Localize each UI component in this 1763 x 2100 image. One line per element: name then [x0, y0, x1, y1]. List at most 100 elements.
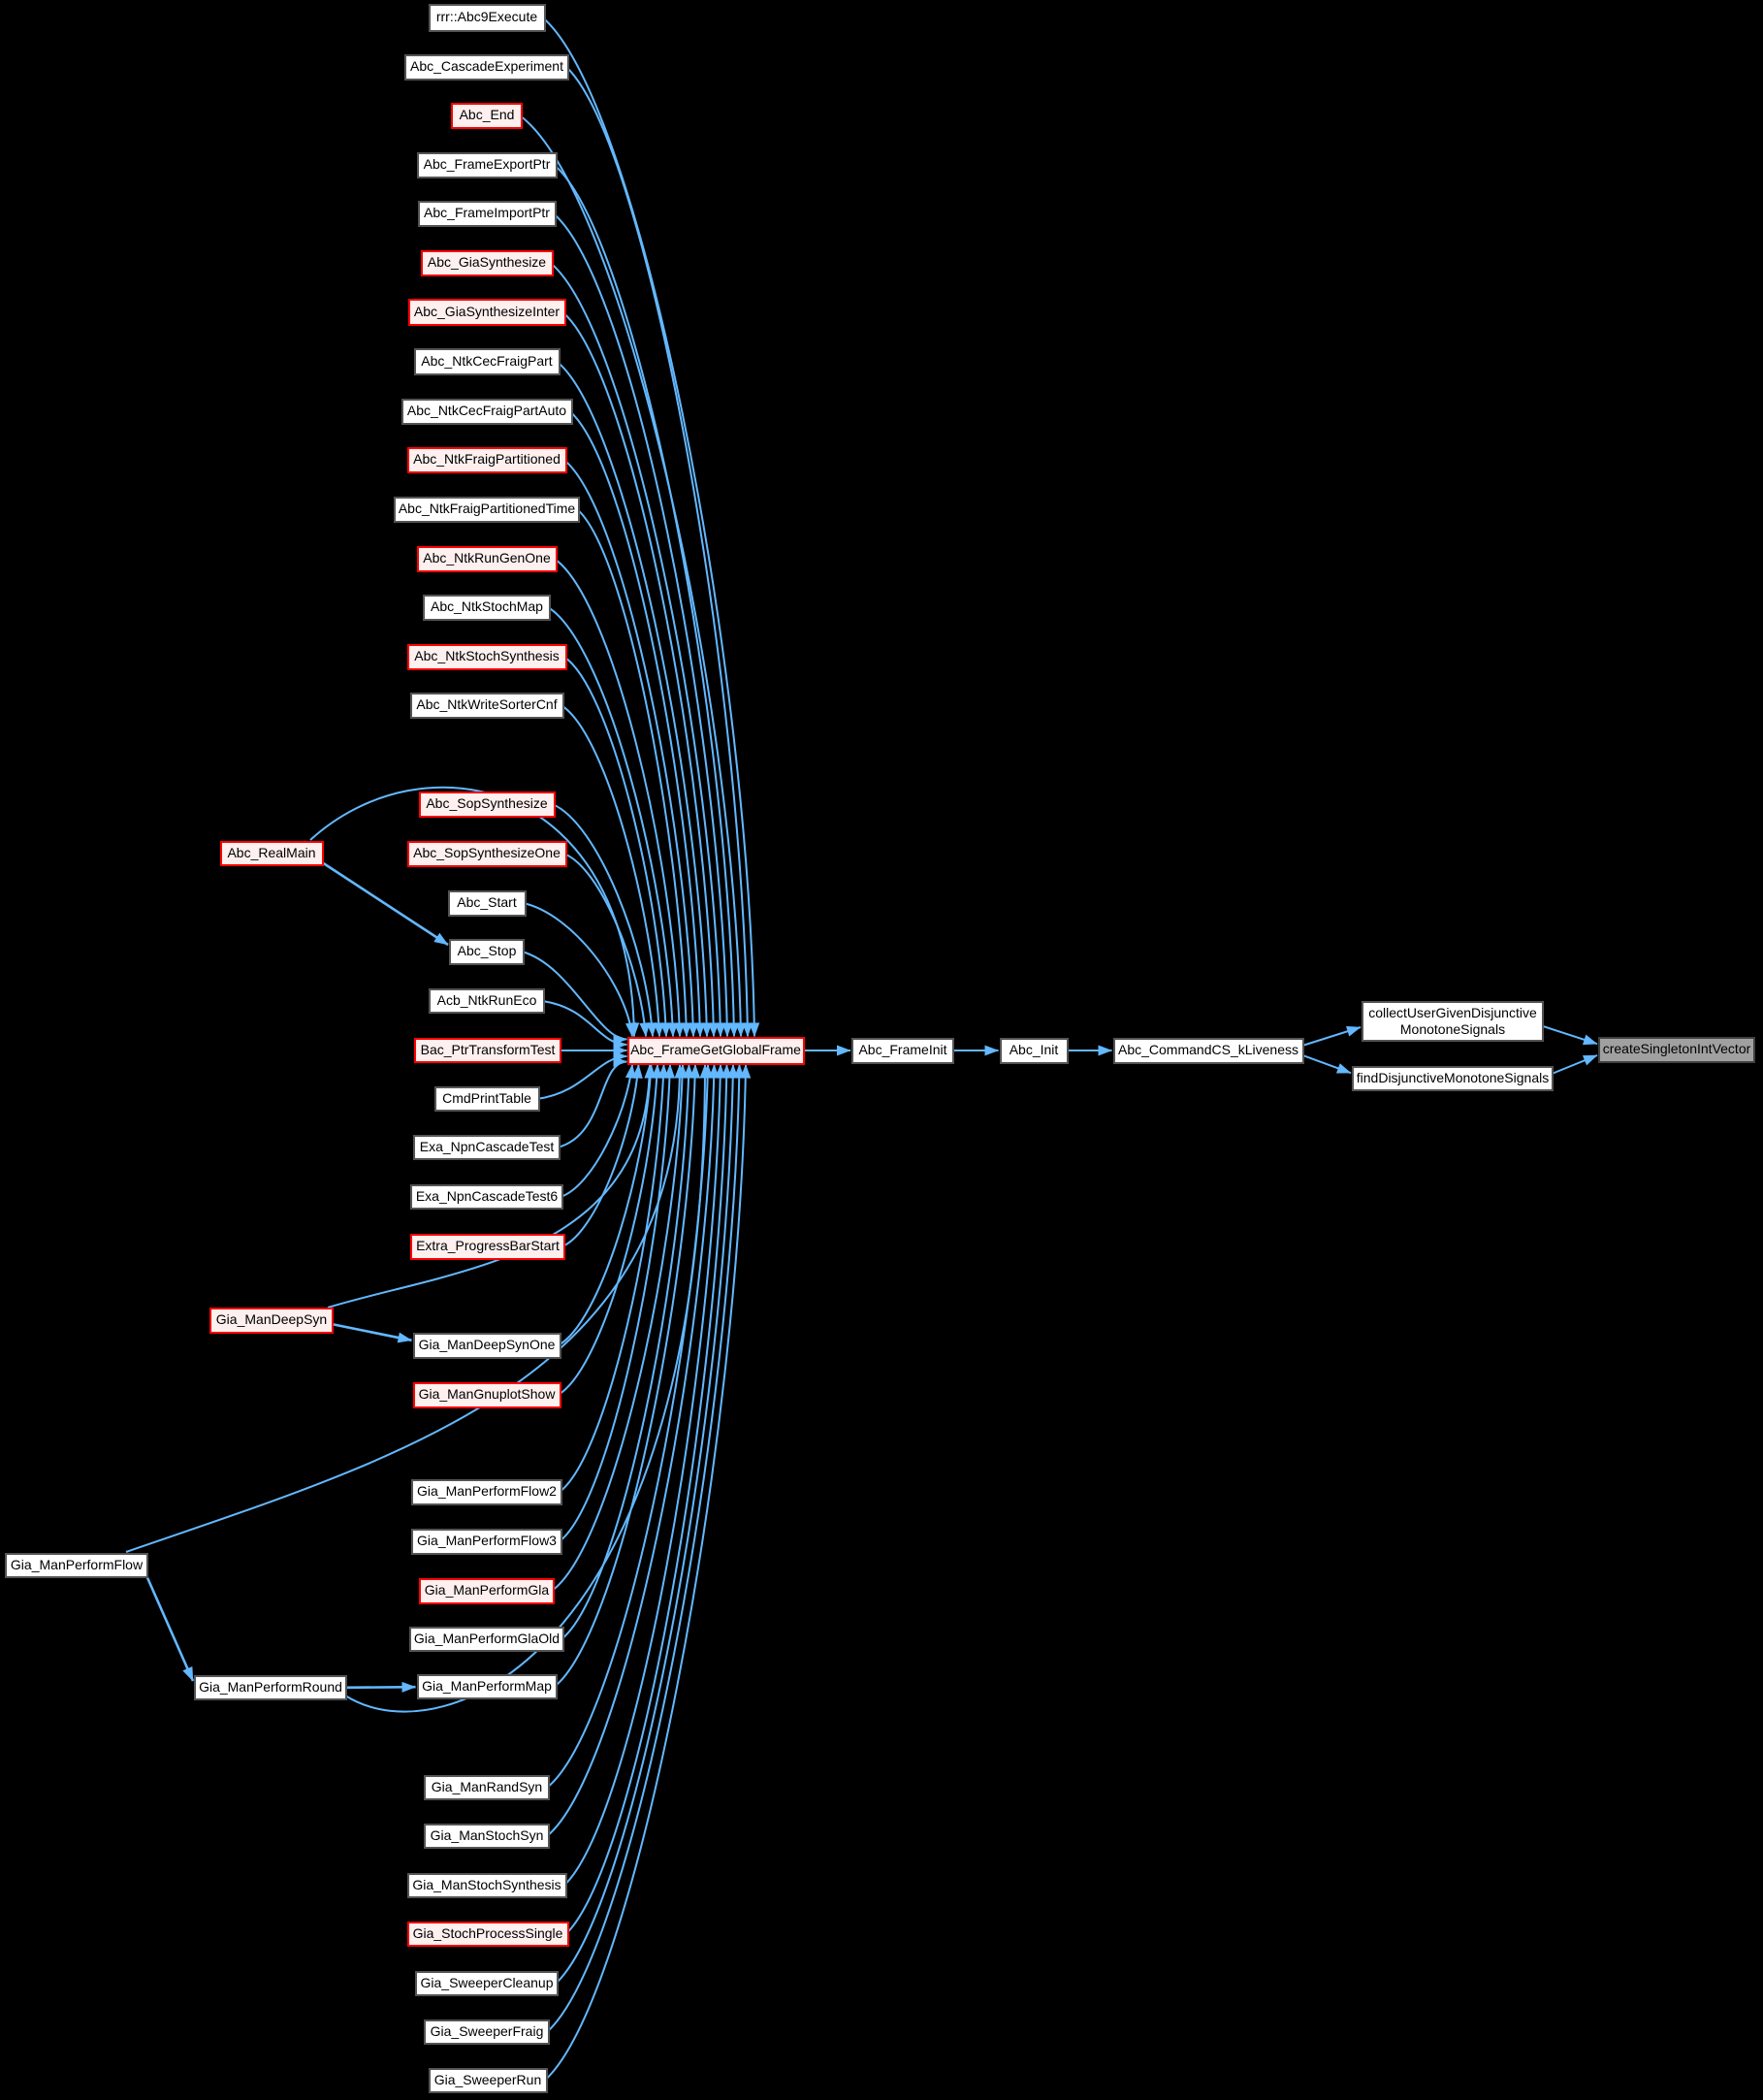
graph-node-Abc_FrameInit[interactable]: Abc_FrameInit: [851, 1037, 954, 1064]
graph-node-Gia_ManPerformMap[interactable]: Gia_ManPerformMap: [416, 1674, 558, 1699]
graph-node-Abc_NtkFraigPartitioned[interactable]: Abc_NtkFraigPartitioned: [406, 446, 567, 473]
graph-node-Exa_NpnCascadeTest[interactable]: Exa_NpnCascadeTest: [413, 1135, 561, 1160]
edge-findDisjunctiveMonotoneSignals-to-createSingletonIntVector: [1550, 1054, 1598, 1076]
graph-node-Extra_ProgressBarStart[interactable]: Extra_ProgressBarStart: [410, 1233, 565, 1260]
graph-node-label: Abc_CascadeExperiment: [410, 58, 563, 75]
graph-node-Gia_ManRandSyn[interactable]: Gia_ManRandSyn: [424, 1775, 550, 1800]
edge-Gia_ManGnuplotShow-to-Abc_FrameGetGlobalFrame: [557, 1064, 662, 1396]
graph-node-Gia_ManDeepSyn[interactable]: Gia_ManDeepSyn: [209, 1307, 334, 1334]
graph-node-Abc_FrameExportPtr[interactable]: Abc_FrameExportPtr: [416, 151, 558, 178]
graph-node-label: Abc_NtkStochSynthesis: [414, 648, 560, 664]
graph-node-label: Abc_Stop: [457, 943, 517, 959]
graph-node-label: Abc_FrameInit: [858, 1042, 947, 1058]
edge-Gia_ManPerformGlaOld-to-Abc_FrameGetGlobalFrame: [561, 1064, 694, 1640]
graph-node-Abc_NtkStochSynthesis[interactable]: Abc_NtkStochSynthesis: [406, 643, 567, 670]
edge-Abc_FrameExportPtr-to-Abc_FrameGetGlobalFrame: [553, 164, 740, 1037]
graph-node-Gia_ManPerformGlaOld[interactable]: Gia_ManPerformGlaOld: [409, 1627, 564, 1652]
graph-node-Abc_FrameImportPtr[interactable]: Abc_FrameImportPtr: [417, 200, 557, 227]
graph-node-Gia_ManPerformFlow2[interactable]: Gia_ManPerformFlow2: [411, 1478, 562, 1505]
graph-node-rrr::Abc9Execute[interactable]: rrr::Abc9Execute: [428, 3, 546, 32]
graph-node-label: Gia_ManGnuplotShow: [418, 1386, 556, 1403]
graph-node-label: Gia_ManPerformMap: [422, 1678, 552, 1695]
graph-node-label: Gia_ManPerformFlow3: [417, 1533, 557, 1549]
edge-Abc_SopSynthesizeOne-to-Abc_FrameGetGlobalFrame: [563, 853, 651, 1037]
edge-Gia_ManRandSyn-to-Abc_FrameGetGlobalFrame: [546, 1064, 714, 1789]
graph-node-label: Abc_RealMain: [227, 845, 316, 861]
graph-node-Gia_ManDeepSynOne[interactable]: Gia_ManDeepSynOne: [412, 1332, 561, 1359]
graph-node-Gia_ManPerformGla[interactable]: Gia_ManPerformGla: [419, 1577, 555, 1604]
graph-node-label: Acb_NtkRunEco: [436, 992, 537, 1009]
graph-node-label: Abc_FrameExportPtr: [423, 156, 551, 173]
graph-node-collectUserGivenDisjunctiveMonotoneSignals[interactable]: collectUserGivenDisjunctive MonotoneSign…: [1362, 1001, 1544, 1042]
graph-node-label: Abc_NtkFraigPartitioned: [413, 451, 561, 468]
graph-node-Gia_ManPerformFlow3[interactable]: Gia_ManPerformFlow3: [411, 1528, 562, 1555]
edge-rrr::Abc9Execute-to-Abc_FrameGetGlobalFrame: [541, 16, 760, 1037]
graph-node-Abc_NtkCecFraigPartAuto[interactable]: Abc_NtkCecFraigPartAuto: [401, 398, 573, 425]
graph-node-Abc_NtkFraigPartitionedTime[interactable]: Abc_NtkFraigPartitionedTime: [394, 496, 580, 523]
graph-node-Exa_NpnCascadeTest6[interactable]: Exa_NpnCascadeTest6: [410, 1184, 563, 1210]
graph-node-Abc_End[interactable]: Abc_End: [451, 102, 523, 129]
graph-node-Gia_ManStochSyn[interactable]: Gia_ManStochSyn: [424, 1824, 550, 1849]
graph-node-label: Abc_CommandCS_kLiveness: [1118, 1042, 1298, 1058]
graph-node-label: Abc_NtkStochMap: [431, 598, 543, 615]
graph-node-Abc_NtkCecFraigPart[interactable]: Abc_NtkCecFraigPart: [413, 348, 561, 375]
graph-node-label: Abc_NtkCecFraigPart: [421, 353, 553, 370]
graph-node-Abc_CommandCS_kLiveness[interactable]: Abc_CommandCS_kLiveness: [1112, 1037, 1304, 1064]
edge-Gia_ManDeepSyn-to-Gia_ManDeepSynOne: [330, 1322, 412, 1343]
graph-node-Gia_StochProcessSingle[interactable]: Gia_StochProcessSingle: [406, 1922, 569, 1947]
graph-node-label: findDisjunctiveMonotoneSignals: [1356, 1070, 1550, 1086]
edge-Abc_Stop-to-Abc_FrameGetGlobalFrame: [521, 951, 627, 1045]
graph-node-label: CmdPrintTable: [442, 1090, 531, 1107]
graph-node-Abc_NtkWriteSorterCnf[interactable]: Abc_NtkWriteSorterCnf: [409, 692, 564, 719]
edge-Gia_ManStochSynthesis-to-Abc_FrameGetGlobalFrame: [562, 1064, 726, 1887]
graph-node-Abc_FrameGetGlobalFrame[interactable]: Abc_FrameGetGlobalFrame: [626, 1036, 805, 1065]
edge-Exa_NpnCascadeTest-to-Abc_FrameGetGlobalFrame: [557, 1056, 627, 1148]
graph-node-Acb_NtkRunEco[interactable]: Acb_NtkRunEco: [429, 988, 545, 1014]
graph-node-Abc_SopSynthesizeOne[interactable]: Abc_SopSynthesizeOne: [406, 840, 567, 867]
edge-Exa_NpnCascadeTest6-to-Abc_FrameGetGlobalFrame: [560, 1064, 636, 1198]
graph-node-Abc_GiaSynthesizeInter[interactable]: Abc_GiaSynthesizeInter: [407, 299, 566, 326]
graph-node-label: Abc_End: [459, 107, 515, 123]
edge-collectUserGivenDisjunctiveMonotoneSignals-to-createSingletonIntVector: [1540, 1024, 1598, 1046]
graph-node-Abc_Stop[interactable]: Abc_Stop: [449, 938, 525, 965]
graph-node-Gia_ManPerformFlow[interactable]: Gia_ManPerformFlow: [5, 1553, 148, 1578]
edge-Abc_CommandCS_kLiveness-to-findDisjunctiveMonotoneSignals: [1300, 1053, 1352, 1075]
graph-node-label: Gia_ManPerformFlow: [10, 1557, 144, 1573]
graph-node-Gia_SweeperCleanup[interactable]: Gia_SweeperCleanup: [415, 1971, 559, 1996]
graph-node-Abc_GiaSynthesize[interactable]: Abc_GiaSynthesize: [420, 249, 554, 276]
graph-node-Abc_Start[interactable]: Abc_Start: [447, 889, 527, 917]
graph-node-findDisjunctiveMonotoneSignals[interactable]: findDisjunctiveMonotoneSignals: [1352, 1066, 1554, 1091]
graph-node-label: Gia_StochProcessSingle: [412, 1925, 563, 1942]
graph-node-Abc_RealMain[interactable]: Abc_RealMain: [219, 841, 324, 866]
graph-node-Gia_ManStochSynthesis[interactable]: Gia_ManStochSynthesis: [406, 1873, 567, 1898]
graph-node-Gia_SweeperRun[interactable]: Gia_SweeperRun: [428, 2068, 548, 2093]
edge-Gia_ManPerformFlow-to-Gia_ManPerformRound: [144, 1572, 195, 1682]
graph-node-label: Abc_NtkFraigPartitionedTime: [398, 501, 576, 517]
graph-node-Bac_PtrTransformTest[interactable]: Bac_PtrTransformTest: [414, 1038, 561, 1063]
graph-node-label: createSingletonIntVector: [1602, 1041, 1751, 1057]
graph-node-CmdPrintTable[interactable]: CmdPrintTable: [433, 1086, 540, 1112]
graph-node-label: Gia_ManRandSyn: [431, 1779, 543, 1795]
graph-node-createSingletonIntVector: createSingletonIntVector: [1598, 1036, 1755, 1063]
edge-Abc_Start-to-Abc_FrameGetGlobalFrame: [523, 902, 636, 1037]
graph-node-label: Abc_FrameGetGlobalFrame: [630, 1042, 801, 1058]
graph-node-Gia_SweeperFraig[interactable]: Gia_SweeperFraig: [424, 2019, 550, 2045]
graph-node-label: Abc_SopSynthesizeOne: [413, 845, 561, 861]
edge-Acb_NtkRunEco-to-Abc_FrameGetGlobalFrame: [541, 1000, 627, 1050]
graph-node-Gia_ManPerformRound[interactable]: Gia_ManPerformRound: [194, 1675, 347, 1700]
graph-node-label: Bac_PtrTransformTest: [420, 1042, 556, 1058]
graph-node-Abc_NtkStochMap[interactable]: Abc_NtkStochMap: [423, 594, 551, 621]
edge-Gia_SweeperRun-to-Abc_FrameGetGlobalFrame: [543, 1064, 752, 2082]
graph-node-Abc_CascadeExperiment[interactable]: Abc_CascadeExperiment: [404, 53, 569, 81]
edge-Abc_NtkRunGenOne-to-Abc_FrameGetGlobalFrame: [553, 558, 686, 1037]
graph-node-label: Gia_ManPerformFlow2: [417, 1483, 557, 1500]
graph-node-Abc_NtkRunGenOne[interactable]: Abc_NtkRunGenOne: [416, 545, 558, 572]
graph-node-Abc_Init[interactable]: Abc_Init: [999, 1037, 1069, 1064]
graph-node-label: Abc_Start: [457, 894, 517, 911]
graph-node-Abc_SopSynthesize[interactable]: Abc_SopSynthesize: [418, 791, 556, 818]
graph-node-label: Gia_ManDeepSyn: [215, 1311, 328, 1328]
edge-Abc_SopSynthesize-to-Abc_FrameGetGlobalFrame: [552, 803, 657, 1037]
graph-node-Gia_ManGnuplotShow[interactable]: Gia_ManGnuplotShow: [412, 1381, 561, 1408]
graph-node-label: Abc_NtkWriteSorterCnf: [416, 696, 558, 713]
edge-Gia_ManStochSyn-to-Abc_FrameGetGlobalFrame: [546, 1064, 720, 1837]
